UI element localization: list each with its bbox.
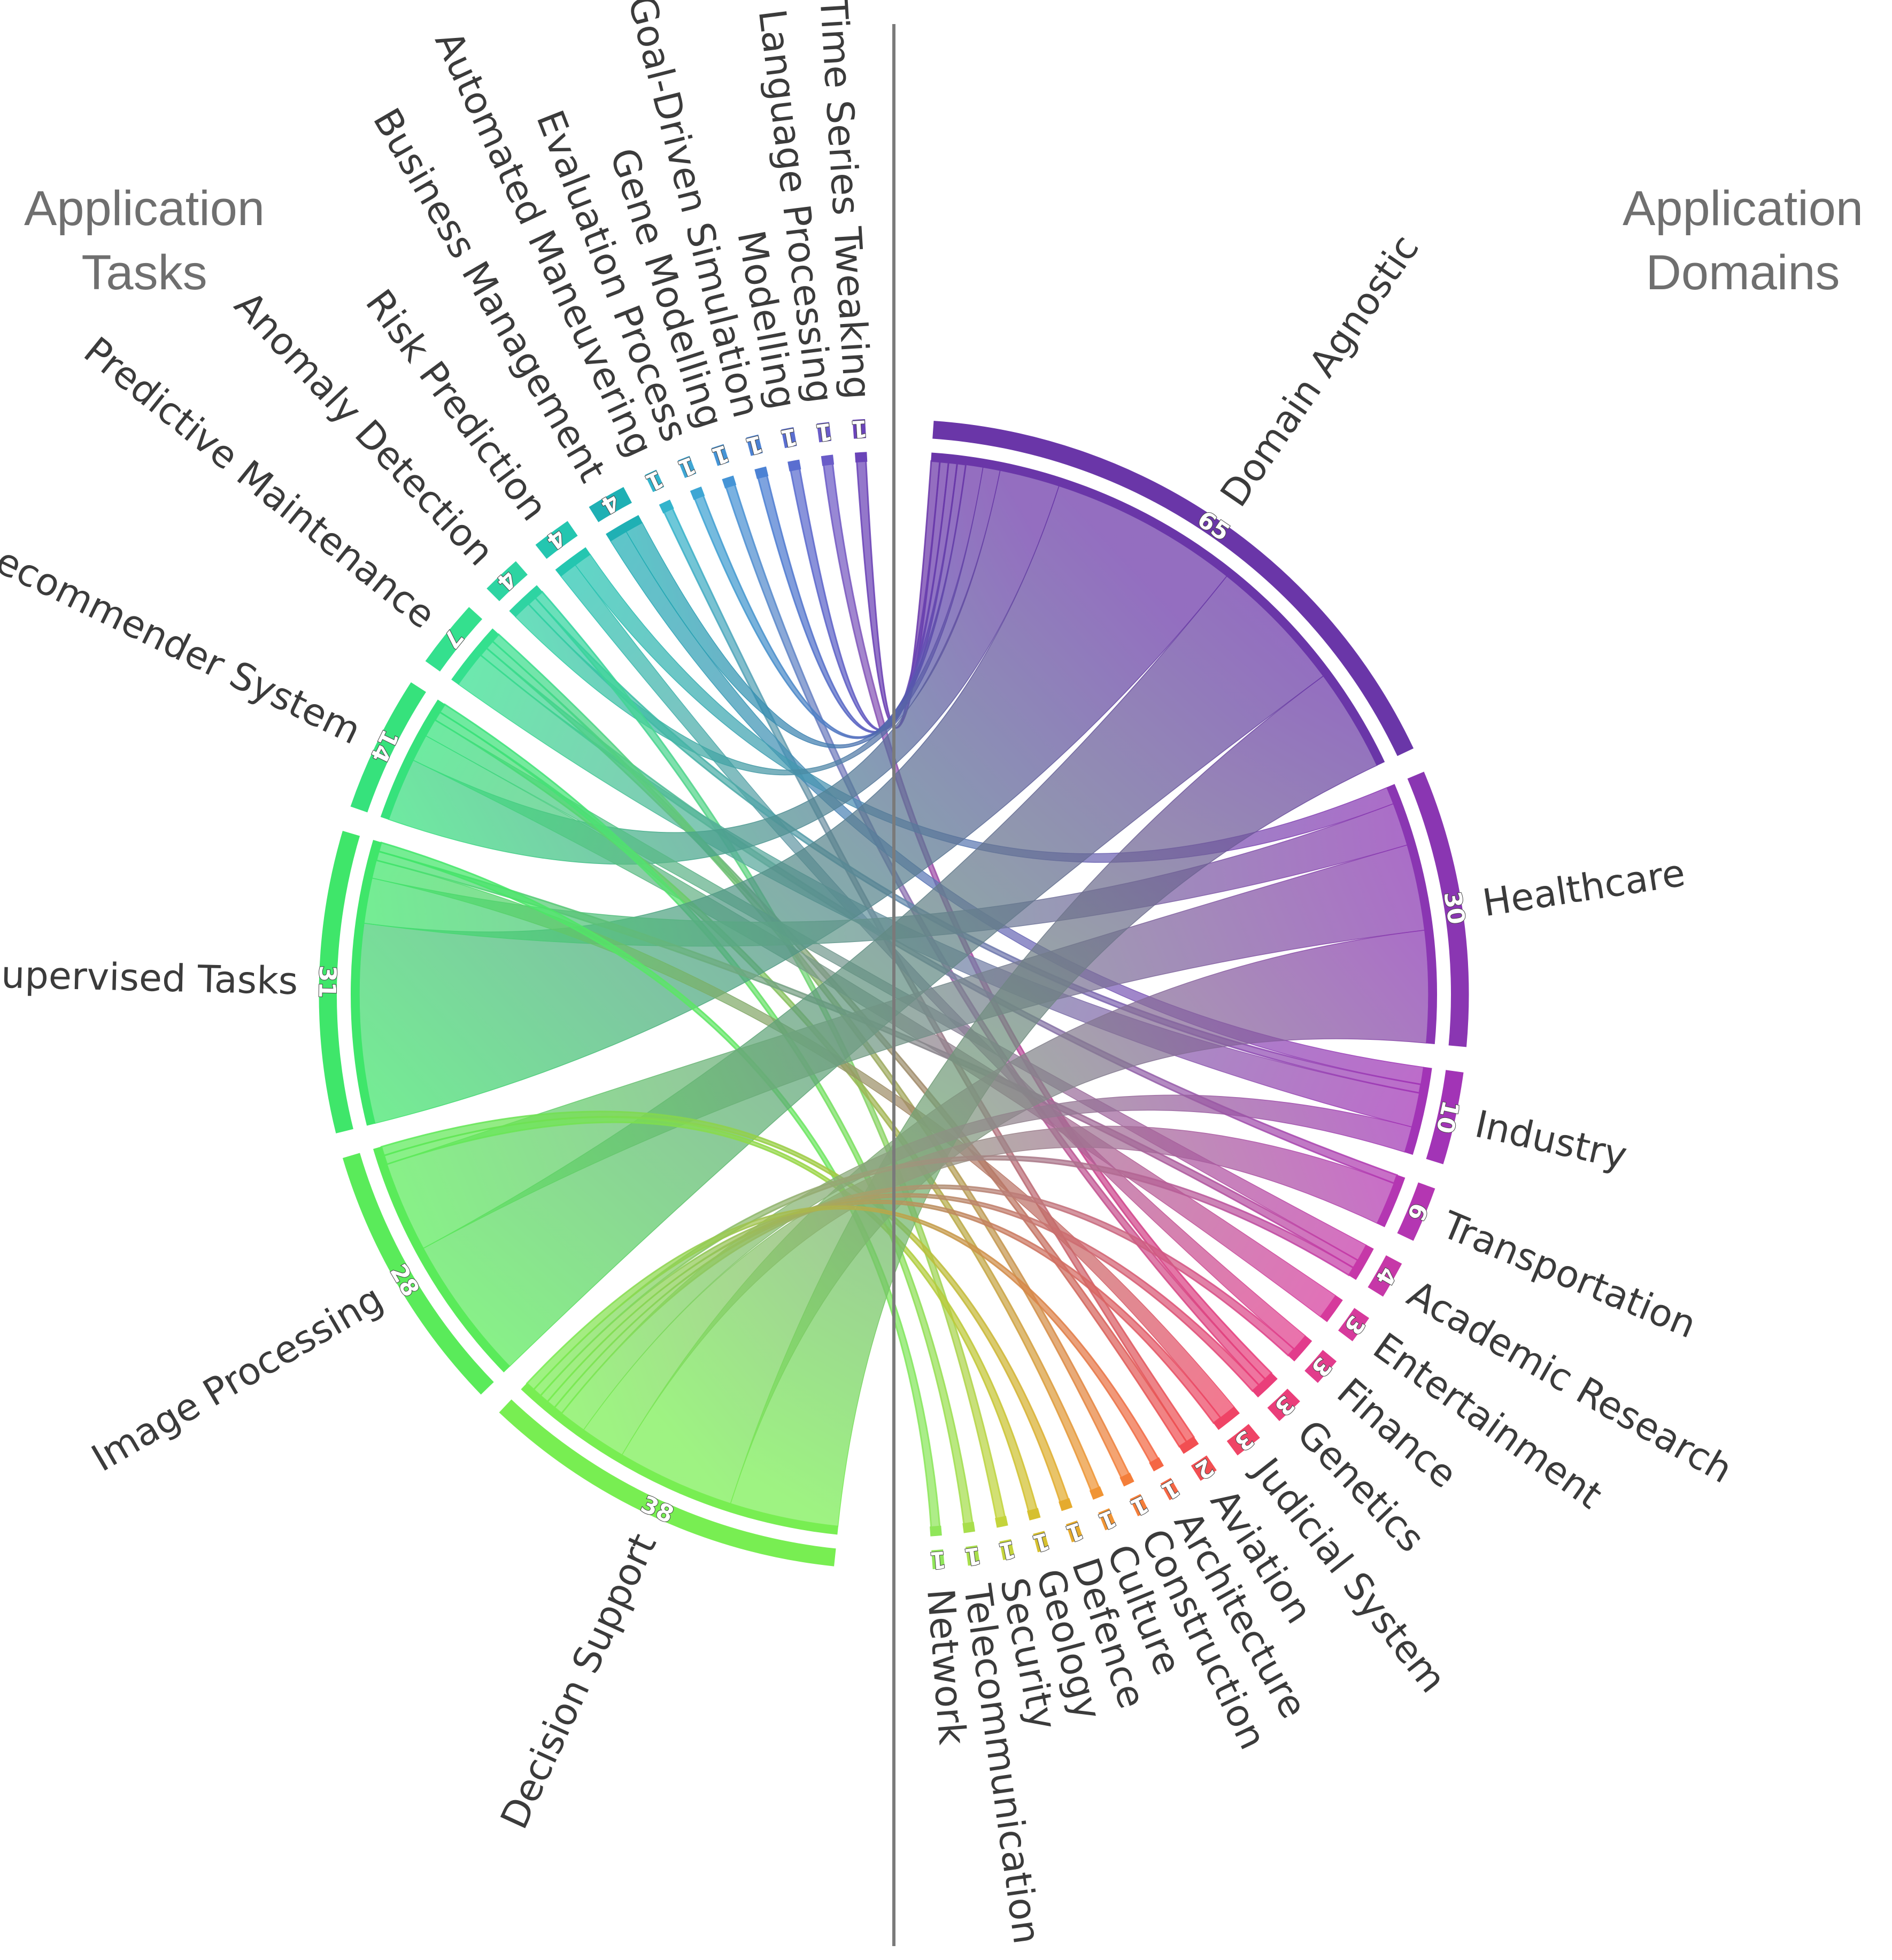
arc-separator-judicial-system (1217, 1412, 1250, 1442)
arc-separator-genetics (1256, 1377, 1289, 1409)
arc-separator-architecture (1153, 1465, 1171, 1484)
arc-separator-entertainment (1326, 1299, 1356, 1332)
arc-separator-geology (1029, 1517, 1045, 1534)
arc-separator-predictive-maintenance (439, 618, 494, 681)
value-supervised-tasks: 31 (313, 965, 341, 998)
value-natural-language-processing: 1 (814, 417, 834, 446)
arc-separator-academic-research (1355, 1247, 1387, 1289)
arc-separator-decision-support (510, 1388, 839, 1549)
label-industry: Industry (1471, 1102, 1631, 1178)
right-group-title: Application Domains (1622, 181, 1864, 300)
arc-separator-aviation (1182, 1443, 1208, 1467)
arc-separator-defence (1061, 1507, 1078, 1525)
value-telecommunication: 1 (963, 1541, 983, 1571)
arc-separator-time-series-tweaking (853, 438, 868, 453)
arc-separator-recommender-system (367, 690, 439, 819)
arc-separator-construction (1123, 1481, 1141, 1500)
arc-separator-telecommunication (963, 1531, 978, 1547)
arcs-layer (319, 419, 1469, 1570)
arc-separator-finance (1293, 1339, 1324, 1372)
arc-separator-gene-modelling (717, 462, 734, 480)
arc-separator-modelling (784, 445, 800, 462)
value-network: 1 (929, 1546, 947, 1574)
value-security: 1 (997, 1535, 1018, 1565)
value-time-series-tweaking: 1 (851, 414, 869, 443)
arc-separator-business-management (597, 501, 640, 535)
value-defence: 1 (1063, 1516, 1087, 1547)
value-culture: 1 (1095, 1504, 1121, 1535)
label-recommender-system: Recommender System (0, 528, 368, 753)
value-automated-maneuvering: 1 (641, 465, 667, 496)
value-goal-driven-simulation: 1 (743, 430, 766, 460)
arc-separator-culture (1092, 1495, 1110, 1513)
label-healthcare: Healthcare (1480, 851, 1688, 925)
ribbons-layer (359, 459, 1429, 1529)
arc-separator-goal-driven-simulation (750, 452, 767, 470)
left-group-title: Application Tasks (24, 181, 265, 300)
value-geology: 1 (1030, 1526, 1053, 1557)
arc-separator-natural-language-processing (818, 441, 834, 457)
arc-separator-network (930, 1535, 944, 1550)
arc-separator-automated-maneuvering (652, 487, 670, 505)
label-supervised-tasks: Supervised Tasks (0, 952, 298, 1003)
arc-separator-supervised-tasks (336, 834, 374, 1131)
label-image-processing: Image Processing (84, 1276, 391, 1480)
label-decision-support: Decision Support (492, 1527, 665, 1835)
value-evaluation-process: 1 (674, 451, 699, 482)
arc-separator-anomaly-detection (498, 573, 538, 612)
arc-separator-transportation (1384, 1176, 1419, 1235)
value-healthcare: 30 (1438, 890, 1470, 926)
value-gene-modelling: 1 (708, 439, 732, 470)
value-modelling: 1 (778, 422, 800, 452)
arc-separator-image-processing (359, 1147, 505, 1384)
arc-separator-risk-prediction (545, 535, 587, 571)
arc-separator-healthcare (1394, 777, 1451, 1047)
arc-separator-industry (1412, 1066, 1446, 1161)
arc-separator-security (996, 1525, 1012, 1542)
arc-separator-evaluation-process (684, 473, 702, 491)
label-domain-agnostic: Domain Agnostic (1212, 227, 1427, 514)
